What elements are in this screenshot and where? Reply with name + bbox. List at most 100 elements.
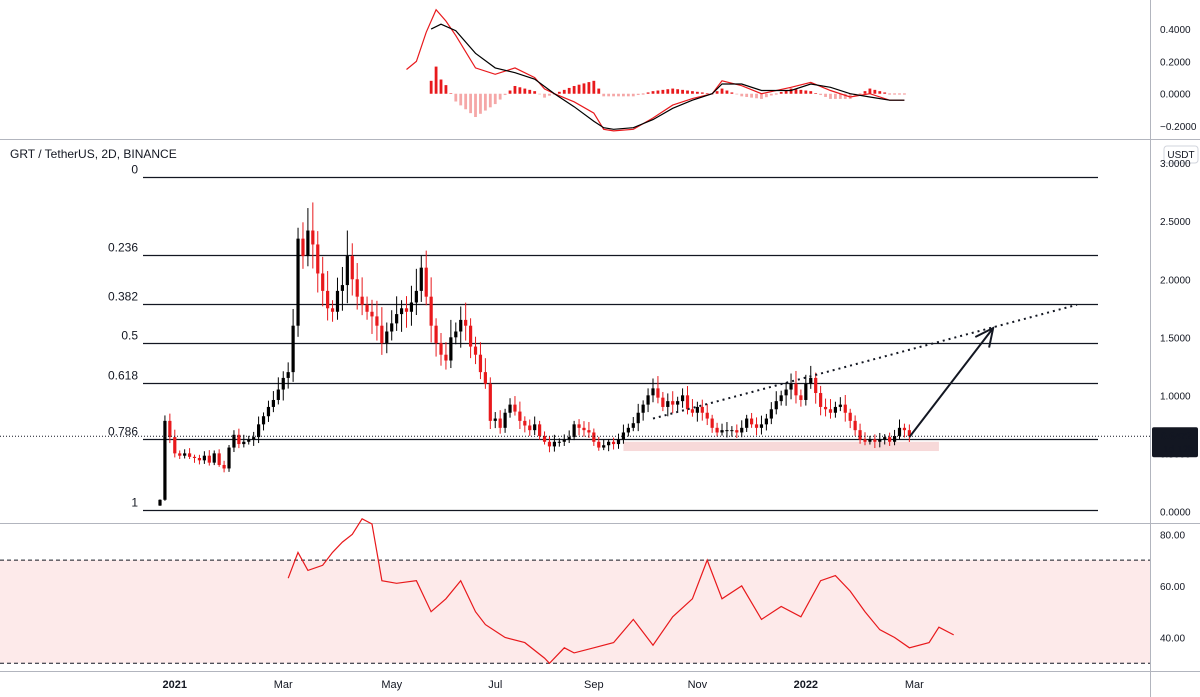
signal-line: [430, 23, 905, 130]
candle-body: [873, 439, 877, 442]
candle-body: [380, 325, 384, 344]
candle-body: [616, 439, 621, 445]
candle-body: [562, 439, 566, 442]
macd-y-tick: 0.4000: [1160, 25, 1191, 36]
up-arrow-annotation[interactable]: [908, 326, 995, 438]
macd-hist-bar: [824, 93, 827, 97]
macd-hist-bar: [750, 93, 753, 98]
candle-body: [252, 437, 256, 440]
macd-hist-bar: [557, 91, 561, 94]
macd-hist-bar: [656, 90, 660, 94]
time-axis-label: Nov: [688, 679, 708, 691]
macd-hist-bar: [518, 87, 522, 94]
candle-body: [602, 445, 606, 448]
candle-body: [715, 427, 719, 433]
macd-hist-bar: [681, 89, 684, 94]
time-axis-label: Mar: [274, 679, 293, 691]
candle-body: [725, 430, 729, 432]
macd-hist-bar: [774, 93, 778, 95]
candle-body: [454, 331, 458, 338]
time-axis-label: Jul: [488, 679, 502, 691]
macd-hist-bar: [597, 88, 601, 94]
candle-body: [784, 389, 788, 396]
candle-body: [883, 437, 887, 440]
arrow-shaft: [908, 327, 994, 438]
symbol-title: GRT / TetherUS, 2D, BINANCE: [10, 147, 177, 161]
currency-label: USDT: [1167, 150, 1194, 161]
candle-body: [863, 439, 867, 442]
macd-hist-bar: [814, 93, 818, 94]
macd-hist-bar: [626, 93, 630, 97]
candle-body: [222, 464, 226, 469]
macd-y-tick: 0.0000: [1160, 90, 1191, 101]
currency-button[interactable]: [1163, 145, 1199, 164]
macd-hist-bar: [429, 80, 433, 94]
candle-body: [395, 314, 399, 324]
support-zone: [623, 441, 939, 452]
macd-hist-bar: [903, 93, 906, 95]
dotted-trendline[interactable]: [652, 303, 1078, 420]
macd-hist-bar: [878, 91, 882, 94]
candle-body: [523, 420, 527, 426]
candle-body: [853, 420, 857, 431]
candle-body: [611, 441, 616, 445]
candle-body: [399, 308, 404, 315]
macd-hist-bar: [873, 89, 877, 94]
macd-histogram: [429, 66, 906, 118]
candle-body: [429, 296, 433, 326]
candle-body: [528, 425, 532, 431]
candle-body: [301, 238, 305, 257]
macd-hist-bar: [745, 93, 749, 97]
macd-hist-bar: [538, 93, 542, 95]
macd-hist-bar: [715, 91, 719, 94]
macd-hist-bar: [567, 87, 571, 94]
candle-body: [592, 432, 596, 442]
candle-body: [261, 416, 266, 425]
candle-body: [291, 325, 295, 373]
candle-body: [754, 424, 759, 428]
macd-hist-bar: [829, 93, 832, 99]
macd-hist-bar: [863, 91, 867, 94]
candle-body: [533, 424, 537, 431]
rsi-y-tick: 60.00: [1160, 582, 1185, 593]
macd-hist-bar: [888, 93, 892, 95]
fib-label: 0.236: [108, 241, 138, 255]
y-axis-labels: 0.4000 0.2000 0.0000 −0.2000 3.0000 2.5000 2.0…: [1160, 25, 1197, 644]
candle-body: [237, 434, 241, 445]
fib-label: 0.5: [121, 329, 138, 343]
macd-hist-bar: [671, 88, 675, 94]
candle-body: [700, 406, 704, 413]
candle-body: [661, 397, 665, 407]
macd-hist-bar: [883, 92, 887, 94]
time-axis-label: Mar: [905, 679, 924, 691]
macd-hist-bar: [898, 93, 901, 95]
candle-body: [390, 323, 394, 332]
candle-body: [666, 401, 670, 407]
macd-hist-bar: [439, 79, 443, 94]
macd-hist-bar: [617, 93, 620, 97]
candle-body: [730, 430, 734, 432]
candle-body: [375, 316, 379, 326]
candle-body: [621, 432, 626, 440]
arrow-head: [974, 326, 995, 348]
candle-body: [690, 409, 695, 413]
candle-body: [207, 455, 211, 463]
macd-hist-bar: [572, 85, 576, 94]
candle-body: [340, 285, 345, 291]
candle-body: [444, 354, 448, 361]
macd-hist-bar: [636, 93, 640, 96]
candle-body: [163, 420, 167, 500]
candle-body: [449, 337, 453, 361]
last-price-tag: [1152, 427, 1198, 458]
macd-hist-bar: [725, 90, 729, 94]
candle-body: [789, 383, 793, 390]
candle-body: [819, 393, 823, 407]
macd-hist-bar: [691, 91, 694, 94]
macd-hist-bar: [459, 93, 463, 106]
candle-body: [370, 311, 374, 317]
candle-body: [799, 395, 803, 400]
candle-body: [740, 427, 744, 433]
candle-body: [355, 279, 359, 297]
macd-hist-bar: [592, 80, 596, 94]
